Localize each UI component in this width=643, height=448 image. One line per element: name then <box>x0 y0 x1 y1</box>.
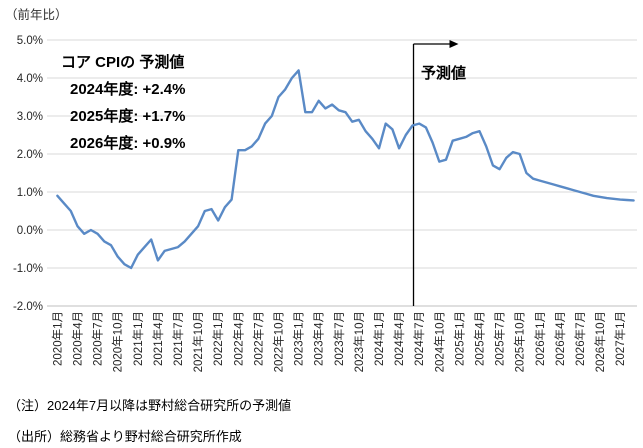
x-tick-label: 2022年1月 <box>211 311 225 366</box>
x-tick-label: 2021年4月 <box>151 311 165 366</box>
forecast-region-label: 予測値 <box>421 65 467 82</box>
x-tick-label: 2026年1月 <box>533 311 547 366</box>
x-tick-label: 2026年4月 <box>553 311 567 366</box>
forecast-arrow-head <box>449 40 459 48</box>
forecast-annotation: コア CPIの 予測値 2024年度: +2.4% 2025年度: +1.7% … <box>61 55 185 151</box>
x-tick-label: 2021年1月 <box>131 311 145 366</box>
y-tick-label: 1.0% <box>17 187 43 199</box>
x-tick-label: 2023年7月 <box>332 311 346 366</box>
x-tick-label: 2021年7月 <box>171 311 185 366</box>
x-tick-label: 2020年7月 <box>91 311 105 366</box>
y-tick-label: 0.0% <box>17 225 43 237</box>
core-cpi-series-line <box>56 69 635 270</box>
x-tick-label: 2023年4月 <box>312 311 326 366</box>
x-tick-label: 2026年7月 <box>573 311 587 366</box>
y-tick-label: -1.0% <box>13 263 43 275</box>
x-tick-label: 2024年1月 <box>372 311 386 366</box>
y-tick-label: -2.0% <box>13 301 43 313</box>
forecast-annotation-title: コア CPIの 予測値 <box>61 54 185 71</box>
forecast-fy2024-value: 2024年度: +2.4% <box>70 81 186 98</box>
x-tick-label: 2025年10月 <box>513 311 527 372</box>
x-tick-label: 2025年7月 <box>493 311 507 366</box>
x-tick-label: 2020年10月 <box>111 311 125 372</box>
x-tick-label: 2025年4月 <box>473 311 487 366</box>
forecast-fy2025-value: 2025年度: +1.7% <box>70 108 186 125</box>
x-tick-label: 2025年1月 <box>452 311 466 366</box>
x-tick-label: 2022年10月 <box>272 311 286 372</box>
y-tick-label: 3.0% <box>17 111 43 123</box>
chart-notes: （注）2024年7月以降は野村総合研究所の予測値 （出所）総務省より野村総合研究… <box>8 395 291 448</box>
x-tick-label: 2024年10月 <box>432 311 446 372</box>
x-tick-label: 2022年7月 <box>251 311 265 366</box>
x-tick-label: 2020年4月 <box>71 311 85 366</box>
y-tick-label: 5.0% <box>17 35 43 47</box>
y-axis-unit-label: （前年比） <box>5 8 68 22</box>
x-tick-label: 2026年10月 <box>593 311 607 372</box>
x-tick-label: 2020年1月 <box>50 311 64 366</box>
x-tick-label: 2023年1月 <box>292 311 306 366</box>
x-tick-label: 2027年1月 <box>613 311 627 366</box>
y-tick-label: 2.0% <box>17 149 43 161</box>
source-text: （出所）総務省より野村総合研究所作成 <box>8 429 242 444</box>
note-text: （注）2024年7月以降は野村総合研究所の予測値 <box>8 398 292 413</box>
forecast-fy2026-value: 2026年度: +0.9% <box>70 135 186 152</box>
x-tick-label: 2022年4月 <box>231 311 245 366</box>
x-tick-label: 2024年7月 <box>412 311 426 366</box>
x-tick-label: 2023年10月 <box>352 311 366 372</box>
x-tick-label: 2024年4月 <box>392 311 406 366</box>
x-tick-label: 2021年10月 <box>191 311 205 372</box>
y-tick-label: 4.0% <box>17 73 43 85</box>
